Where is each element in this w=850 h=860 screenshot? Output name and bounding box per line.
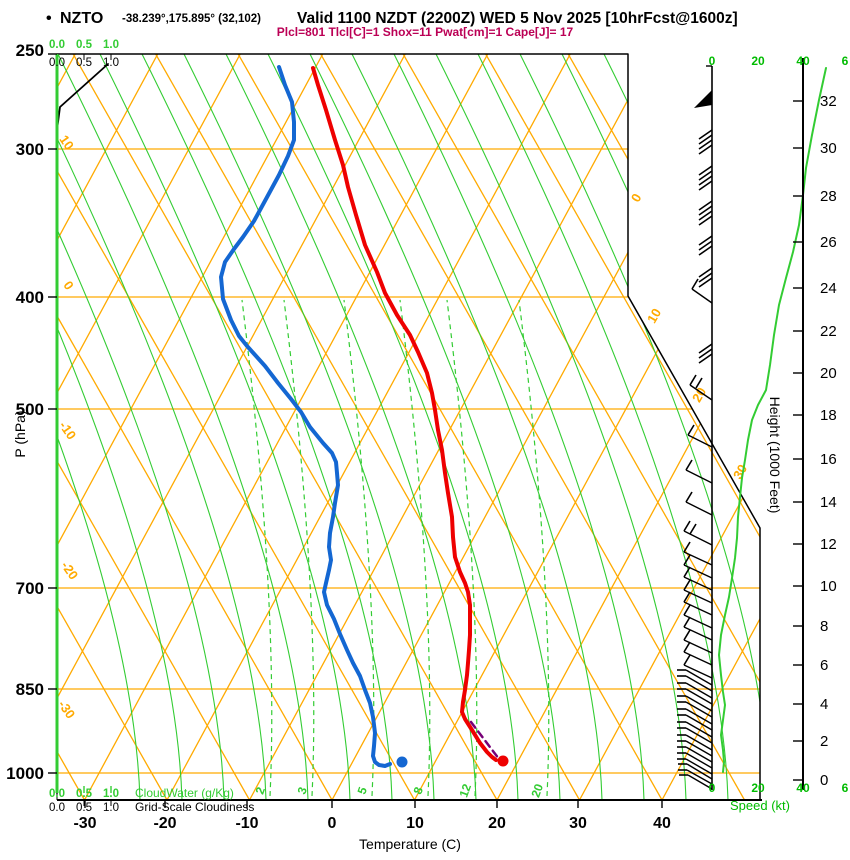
mixing-ratio-label: 5 bbox=[355, 785, 371, 796]
height-tick-label: 14 bbox=[820, 494, 837, 511]
station-bullet: • bbox=[46, 10, 52, 27]
isobar-lines bbox=[57, 148, 760, 774]
height-tick-label: 4 bbox=[820, 696, 828, 713]
height-tick-label: 22 bbox=[820, 323, 837, 340]
speed-axis-title: Speed (kt) bbox=[730, 798, 790, 813]
pressure-tick-label: 500 bbox=[16, 400, 44, 419]
temp-tick-label: 10 bbox=[406, 815, 424, 832]
cloudiness-scale-top: 1.0 bbox=[103, 57, 119, 69]
mixing-ratio-label: 2 bbox=[253, 785, 269, 796]
valid-time: Valid 1100 NZDT (2200Z) WED 5 Nov 2025 [… bbox=[297, 10, 738, 27]
dry-adiabat-label: -10 bbox=[56, 418, 79, 442]
height-tick-label: 2 bbox=[820, 733, 828, 750]
speed-tick-label: 40 bbox=[796, 781, 810, 795]
surface-temp-dot bbox=[497, 755, 509, 767]
mixing-ratio-label: 20 bbox=[528, 782, 546, 800]
station-coords: -38.239°,175.895° (32,102) bbox=[122, 13, 261, 25]
speed-tick-label: 20 bbox=[751, 54, 765, 68]
isotherm-label: 0 bbox=[628, 191, 645, 205]
pressure-tick-label: 250 bbox=[16, 41, 44, 60]
temp-tick-label: -30 bbox=[73, 815, 96, 832]
speed-tick-label: 0 bbox=[709, 781, 716, 795]
isotherm-label: 20 bbox=[689, 385, 709, 405]
pressure-tick-label: 700 bbox=[16, 579, 44, 598]
temp-tick-label: -10 bbox=[235, 815, 258, 832]
speed-tick-label: 6 bbox=[842, 54, 849, 68]
height-tick-label: 10 bbox=[820, 578, 837, 595]
cloudiness-scale-name: Grid-Scale Cloudiness bbox=[135, 800, 254, 814]
height-tick-label: 8 bbox=[820, 618, 828, 635]
axis-titles: Temperature (C) P (hPa) Height (1000 Fee… bbox=[12, 397, 790, 852]
mixing-ratio-label: 3 bbox=[295, 785, 311, 796]
cloudwater-scale-bottom: 0.5 bbox=[76, 788, 93, 800]
isotherm-label: 30 bbox=[730, 462, 750, 482]
height-tick-label: 18 bbox=[820, 407, 837, 424]
height-tick-label: 32 bbox=[820, 93, 837, 110]
pressure-tick-label: 850 bbox=[16, 680, 44, 699]
barb-pennant bbox=[694, 90, 712, 108]
cloudwater-scale-top: 0.5 bbox=[76, 39, 93, 51]
dry-adiabat-label: 0 bbox=[60, 278, 76, 293]
dewpoint-profile bbox=[219, 65, 408, 768]
title-row: • NZTO -38.239°,175.895° (32,102) Valid … bbox=[46, 10, 738, 39]
cloudiness-scale-bottom: 1.0 bbox=[103, 802, 119, 814]
temp-tick-label: 30 bbox=[569, 815, 587, 832]
height-tick-label: 24 bbox=[820, 280, 837, 297]
speed-tick-label: 20 bbox=[751, 781, 765, 795]
temp-tick-label: -20 bbox=[153, 815, 176, 832]
cloudiness-scale-bottom: 0.5 bbox=[76, 802, 92, 814]
height-tick-label: 0 bbox=[820, 772, 828, 789]
pressure-tick-label: 400 bbox=[16, 288, 44, 307]
station-id: NZTO bbox=[60, 10, 103, 27]
temp-tick-label: 20 bbox=[488, 815, 506, 832]
temp-tick-label: 40 bbox=[653, 815, 671, 832]
temperature-profile bbox=[311, 66, 509, 767]
cloudwater-scale-bottom: 1.0 bbox=[103, 788, 119, 800]
height-tick-label: 16 bbox=[820, 451, 837, 468]
pressure-tick-label: 300 bbox=[16, 140, 44, 159]
temp-axis-title: Temperature (C) bbox=[359, 836, 461, 852]
cloudiness-scale-bottom: 0.0 bbox=[49, 802, 65, 814]
cloudwater-scale-top: 1.0 bbox=[103, 39, 119, 51]
speed-tick-label: 0 bbox=[709, 54, 716, 68]
dry-adiabat-label: -30 bbox=[55, 697, 78, 721]
parcel-lcl-dashed-line bbox=[469, 720, 501, 761]
cloudwater-scale-bottom: 0.0 bbox=[49, 788, 65, 800]
height-tick-label: 26 bbox=[820, 234, 837, 251]
dry-adiabat-label: -20 bbox=[58, 558, 81, 582]
speed-tick-label: 6 bbox=[842, 781, 849, 795]
cloudiness-scale-top: 0.5 bbox=[76, 57, 92, 69]
pressure-tick-label: 1000 bbox=[6, 764, 44, 783]
speed-tick-label: 40 bbox=[796, 54, 810, 68]
grid-value-labels: 2 3 5 8 12 20 0 10 20 30 10 0 -10 -20 -30 bbox=[55, 132, 750, 799]
cloudiness-scale-top: 0.0 bbox=[49, 57, 65, 69]
height-tick-label: 30 bbox=[820, 140, 837, 157]
cloudwater-scale-name: CloudWater (g/Kg) bbox=[135, 786, 234, 800]
surface-dewpoint-dot bbox=[396, 756, 408, 768]
wind-speed-profile bbox=[718, 67, 827, 773]
height-tick-label: 28 bbox=[820, 188, 837, 205]
wind-barbs bbox=[677, 65, 713, 790]
plot-frame bbox=[56, 53, 762, 801]
height-tick-label: 20 bbox=[820, 365, 837, 382]
height-tick-label: 12 bbox=[820, 536, 837, 553]
mixing-ratio-label: 8 bbox=[411, 785, 427, 796]
pressure-axis-title: P (hPa) bbox=[12, 410, 28, 457]
height-tick-label: 6 bbox=[820, 657, 828, 674]
cloudwater-scale-top: 0.0 bbox=[49, 39, 65, 51]
dry-adiabat-label: 10 bbox=[56, 132, 77, 152]
temp-tick-label: 0 bbox=[328, 815, 337, 832]
isotherm-label: 10 bbox=[644, 306, 664, 326]
sounding-params: Plcl=801 Tlcl[C]=1 Shox=11 Pwat[cm]=1 Ca… bbox=[277, 25, 574, 39]
height-axis-title: Height (1000 Feet) bbox=[767, 397, 783, 514]
mixing-ratio-label: 12 bbox=[456, 782, 474, 800]
